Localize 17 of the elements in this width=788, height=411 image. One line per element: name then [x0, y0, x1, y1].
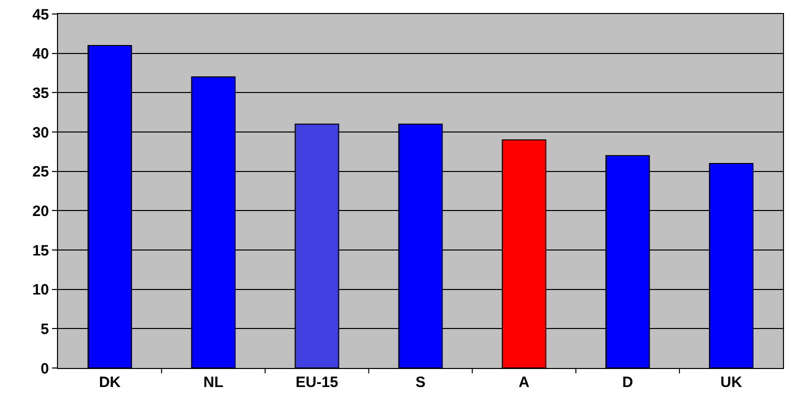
- y-tick-label: 45: [32, 6, 49, 24]
- y-tick-label: 0: [40, 360, 49, 378]
- y-tick-label: 5: [40, 320, 49, 338]
- x-tick-label: EU-15: [296, 374, 338, 391]
- y-tick-label: 30: [32, 124, 49, 142]
- y-tick-label: 40: [32, 46, 49, 63]
- y-tick-label: 35: [32, 84, 49, 102]
- y-tick-label: 25: [32, 164, 49, 181]
- x-tick-label: NL: [203, 374, 224, 391]
- y-tick-label: 15: [32, 242, 49, 260]
- x-tick-label: UK: [720, 374, 742, 391]
- x-tick-label: DK: [98, 374, 121, 391]
- x-tick-label: A: [518, 374, 530, 391]
- y-tick-label: 10: [32, 282, 49, 299]
- x-tick-label: S: [415, 374, 426, 391]
- y-tick-label: 20: [32, 202, 49, 220]
- x-tick-label: D: [622, 374, 634, 391]
